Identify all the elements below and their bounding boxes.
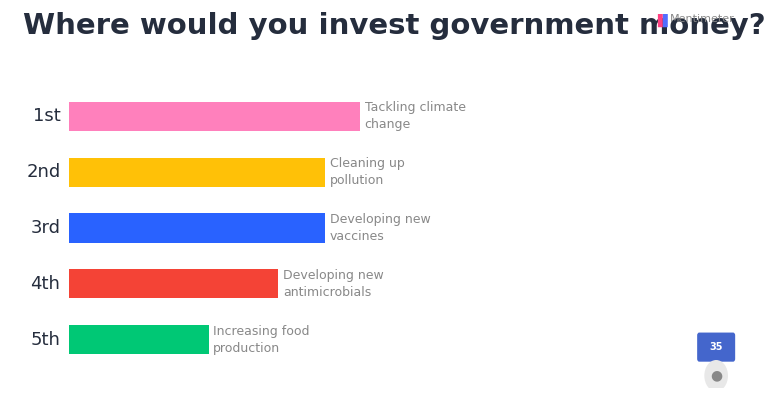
Text: Tackling climate
change: Tackling climate change (365, 101, 465, 131)
Text: ●: ● (710, 369, 722, 383)
Text: 4th: 4th (31, 275, 61, 293)
Bar (69, 214, 325, 242)
Bar (69, 269, 279, 298)
Text: ▌: ▌ (662, 14, 672, 27)
FancyBboxPatch shape (697, 332, 735, 362)
Text: Cleaning up
pollution: Cleaning up pollution (329, 157, 405, 187)
Text: Where would you invest government money?: Where would you invest government money? (23, 12, 766, 40)
Text: 5th: 5th (31, 331, 61, 349)
Bar (69, 102, 360, 131)
Text: ▌: ▌ (657, 14, 667, 27)
Text: Developing new
antimicrobials: Developing new antimicrobials (283, 269, 384, 299)
Text: Developing new
vaccines: Developing new vaccines (329, 213, 430, 243)
Bar (69, 325, 209, 354)
Text: 1st: 1st (33, 107, 61, 125)
Text: Increasing food
production: Increasing food production (214, 325, 310, 355)
Text: 2nd: 2nd (26, 163, 61, 181)
Bar (69, 158, 325, 187)
Text: 3rd: 3rd (31, 219, 61, 237)
Circle shape (704, 360, 728, 391)
Text: 35: 35 (710, 342, 723, 352)
Text: Mentimeter: Mentimeter (670, 14, 734, 24)
